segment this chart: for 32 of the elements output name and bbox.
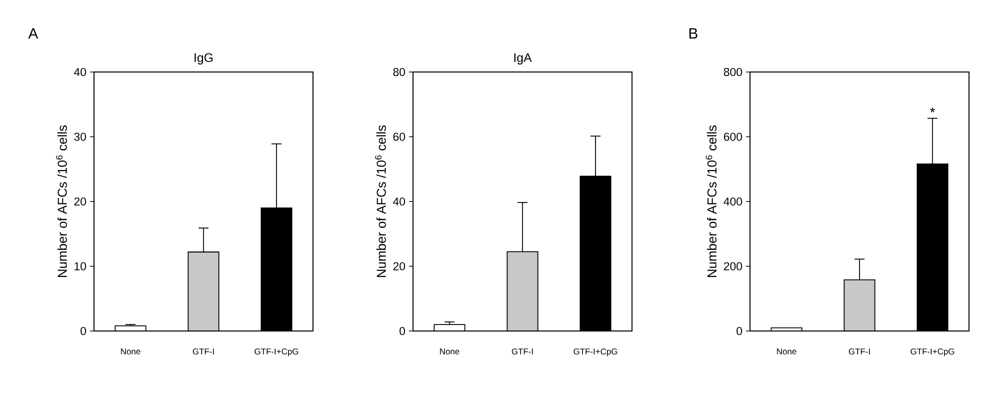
x-tick-label: GTF-I+CpG (910, 348, 954, 356)
y-tick-label: 80 (393, 68, 406, 76)
x-tick-label: None (777, 348, 796, 354)
y-tick-label: 0 (400, 326, 406, 336)
text: B (689, 28, 698, 38)
y-axis-title: Number of AFCs /10$^{6}$ cells (56, 125, 67, 277)
y-tick-label: 20 (393, 262, 406, 270)
annotation: * (930, 108, 936, 112)
text: A (28, 28, 38, 38)
x-tick-label: GTF-I+CpG (574, 348, 618, 356)
chart-title: IgG (194, 53, 213, 64)
chart-title: IgA (514, 53, 532, 65)
y-axis-title: Number of AFCs /10$^{6}$ cells (706, 125, 717, 277)
y-tick-label: 800 (724, 68, 742, 76)
y-tick-label: 10 (74, 262, 86, 270)
y-tick-label: 30 (74, 132, 86, 141)
y-tick-label: 200 (724, 262, 742, 270)
x-tick-label: GTF-I+CpG (254, 348, 298, 356)
x-tick-label: GTF-I (512, 348, 533, 355)
x-tick-label: GTF-I (848, 348, 870, 355)
x-tick-label: None (440, 348, 460, 354)
y-tick-label: 60 (393, 132, 406, 141)
y-axis-title: Number of AFCs /10$^{6}$ cells (375, 125, 386, 277)
y-tick-label: 400 (724, 197, 742, 206)
y-tick-label: 40 (393, 197, 406, 206)
y-tick-label: 0 (80, 326, 86, 336)
x-tick-label: None (121, 348, 140, 354)
y-tick-label: 0 (736, 326, 742, 336)
y-tick-label: 600 (724, 132, 742, 141)
y-tick-label: 40 (74, 68, 86, 76)
x-tick-label: GTF-I (192, 348, 214, 355)
y-tick-label: 20 (74, 197, 86, 206)
